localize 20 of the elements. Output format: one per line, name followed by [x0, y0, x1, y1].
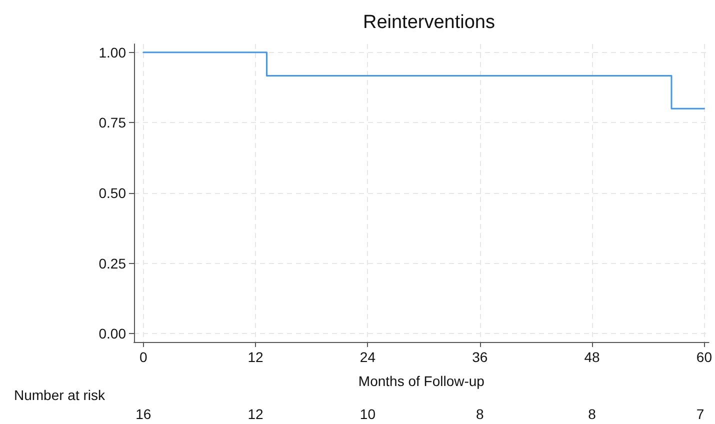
- x-tick-label: 12: [248, 349, 264, 365]
- y-tick-label: 1.00: [98, 44, 126, 60]
- x-tick-label: 24: [360, 349, 376, 365]
- x-tick-label: 48: [584, 349, 600, 365]
- chart-title: Reinterventions: [362, 12, 496, 33]
- text: 16: [136, 406, 152, 422]
- y-tick-label: 0.25: [98, 255, 126, 272]
- text: Number at risk: [14, 387, 106, 403]
- y-tick-label: 0.75: [98, 114, 126, 131]
- text: 7: [696, 406, 704, 422]
- x-tick-label: 60: [696, 349, 712, 365]
- text: 10: [360, 406, 376, 422]
- text: 8: [588, 406, 596, 422]
- x-axis-title: Months of Follow-up: [358, 373, 485, 389]
- x-tick-label: 36: [472, 349, 488, 365]
- text: 8: [476, 406, 484, 422]
- y-tick-label: 0.00: [98, 326, 126, 342]
- x-tick-label: 0: [139, 349, 148, 365]
- text: 12: [248, 406, 264, 422]
- y-tick-label: 0.50: [98, 185, 126, 201]
